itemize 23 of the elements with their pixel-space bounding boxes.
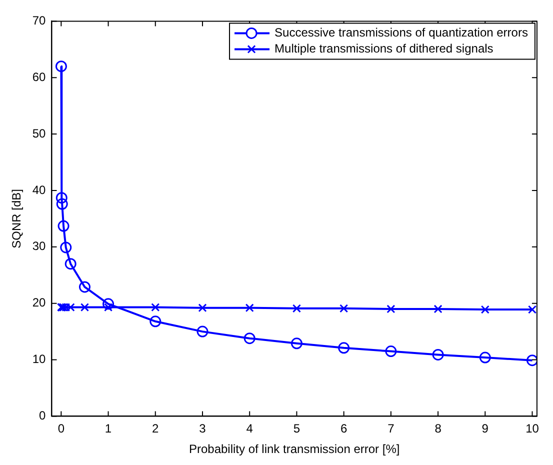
x-tick-label: 1 xyxy=(104,422,112,436)
y-tick-label: 50 xyxy=(32,126,46,140)
x-tick-label: 8 xyxy=(434,422,442,436)
x-axis-title: Probability of link transmission error [%] xyxy=(188,442,400,456)
x-tick-label: 7 xyxy=(388,422,395,436)
x-tick-label: 2 xyxy=(152,422,160,436)
y-tick-label: 60 xyxy=(32,70,46,84)
y-tick-label: 40 xyxy=(32,182,46,197)
y-tick-label: 70 xyxy=(32,14,46,28)
x-tick-label: 9 xyxy=(482,422,489,436)
y-tick-label: 10 xyxy=(32,352,46,366)
y-tick-label: 30 xyxy=(32,239,46,254)
y-tick-label: 20 xyxy=(32,296,46,310)
x-tick-label: 10 xyxy=(526,422,540,436)
x-tick-label: 6 xyxy=(340,422,348,436)
x-tick-label: 3 xyxy=(199,422,206,436)
legend-label: Multiple transmissions of dithered signals xyxy=(274,42,494,56)
y-axis-title: SQNR [dB] xyxy=(10,189,24,248)
y-tick-label: 0 xyxy=(39,408,46,423)
x-tick-label: 4 xyxy=(246,422,254,436)
x-tick-label: 0 xyxy=(58,422,65,436)
x-tick-label: 5 xyxy=(293,422,300,436)
legend-label: Successive transmissions of quantization errors xyxy=(274,26,528,40)
